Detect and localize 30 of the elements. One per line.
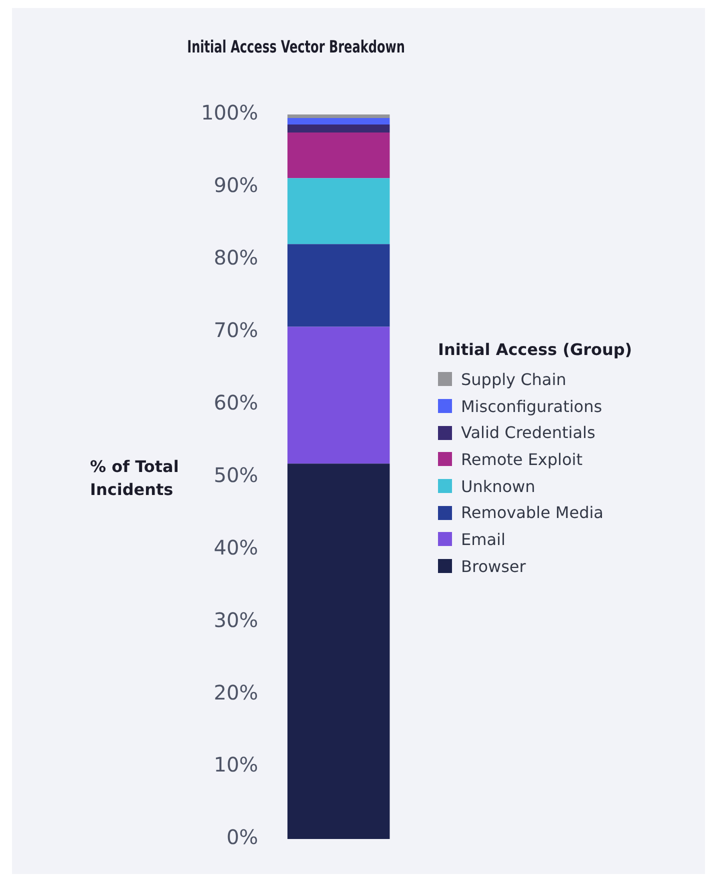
- legend-label: Browser: [461, 556, 526, 576]
- y-tick-label: 100%: [200, 100, 258, 125]
- legend-label: Supply Chain: [461, 370, 566, 389]
- y-tick-label: 80%: [214, 246, 258, 270]
- legend-label: Remote Exploit: [461, 450, 583, 469]
- y-axis-title: % of Total Incidents: [90, 456, 180, 501]
- y-tick-label: 50%: [214, 462, 258, 487]
- bar: [287, 124, 390, 133]
- y-tick-label: 20%: [214, 680, 258, 704]
- bar: [287, 326, 390, 464]
- y-tick-label: 10%: [214, 752, 258, 777]
- legend-label: Unknown: [461, 476, 536, 496]
- bar: [287, 244, 390, 327]
- bar: [287, 464, 390, 839]
- bar: [287, 118, 390, 125]
- legend-title: Initial Access (Group): [438, 340, 632, 359]
- y-tick-label: 60%: [214, 390, 258, 414]
- chart-title: Initial Access Vector Breakdown: [187, 38, 405, 58]
- legend-label: Valid Credentials: [461, 423, 596, 442]
- y-tick-label: 70%: [214, 318, 258, 342]
- legend-label: Email: [461, 530, 506, 549]
- bar: [287, 114, 390, 118]
- bar: [287, 132, 390, 178]
- legend-label: Removable Media: [461, 503, 604, 522]
- y-tick-label: 90%: [214, 173, 258, 198]
- legend-label: Misconfigurations: [461, 396, 602, 416]
- y-tick-label: 0%: [226, 825, 258, 850]
- bar: [287, 178, 390, 244]
- y-tick-label: 40%: [214, 535, 258, 560]
- y-tick-label: 30%: [214, 608, 258, 632]
